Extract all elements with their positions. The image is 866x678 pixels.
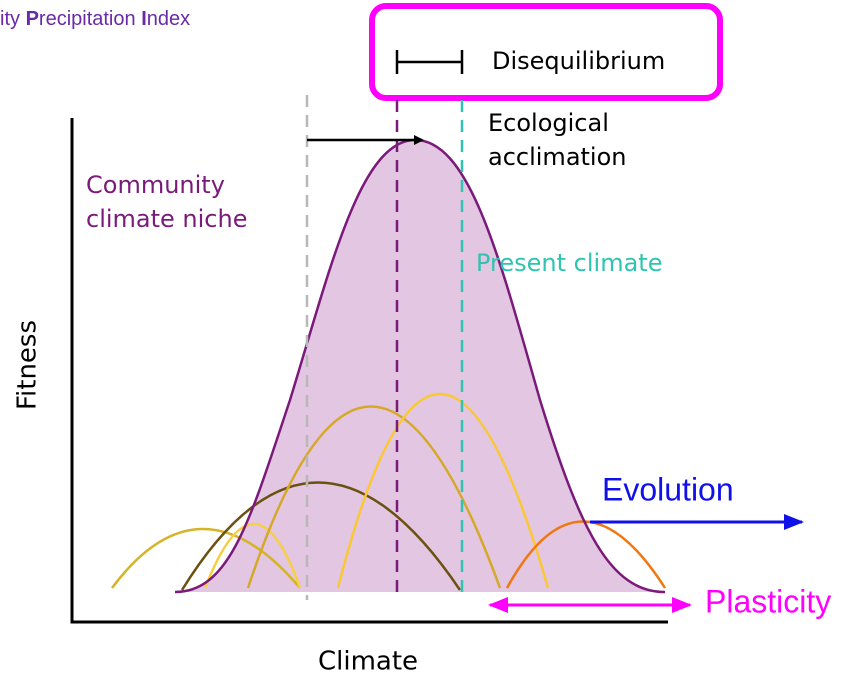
x-axis-label: Climate <box>318 647 418 677</box>
niche-label: climate niche <box>86 205 247 233</box>
niche-label: Community <box>86 171 225 199</box>
legend-label: Disequilibrium <box>492 47 665 75</box>
axes <box>70 118 668 624</box>
present-climate-label: Present climate <box>476 249 662 277</box>
plasticity-label: Plasticity <box>705 583 831 619</box>
species-curves <box>110 393 667 591</box>
evolution-label: Evolution <box>602 471 734 507</box>
niche-fill <box>175 140 665 592</box>
legend-box <box>369 3 723 101</box>
legend-bracket <box>395 50 464 74</box>
acclimation-label: Ecological <box>488 109 609 137</box>
page-title: ity Precipitation Index <box>0 8 190 30</box>
acclimation-label: acclimation <box>488 143 627 171</box>
y-axis-label: Fitness <box>13 320 43 410</box>
